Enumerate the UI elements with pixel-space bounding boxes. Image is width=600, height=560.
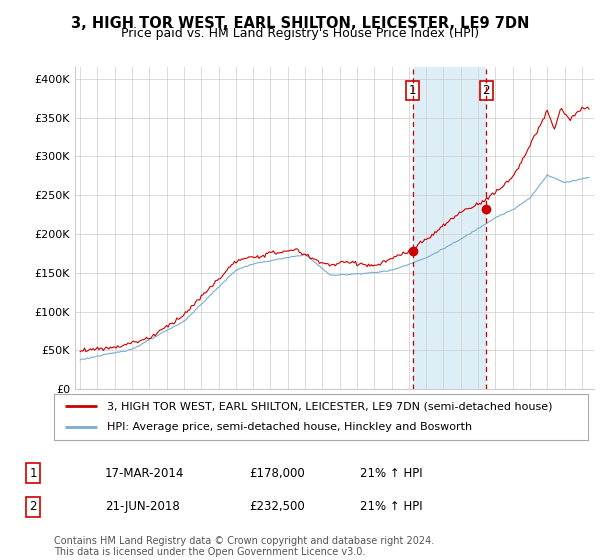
Text: 21% ↑ HPI: 21% ↑ HPI xyxy=(360,466,422,480)
Text: Contains HM Land Registry data © Crown copyright and database right 2024.
This d: Contains HM Land Registry data © Crown c… xyxy=(54,535,434,557)
Text: 17-MAR-2014: 17-MAR-2014 xyxy=(105,466,184,480)
Text: 1: 1 xyxy=(29,466,37,480)
Text: Price paid vs. HM Land Registry's House Price Index (HPI): Price paid vs. HM Land Registry's House … xyxy=(121,27,479,40)
Text: 2: 2 xyxy=(482,84,490,97)
Text: 1: 1 xyxy=(409,84,416,97)
Text: 3, HIGH TOR WEST, EARL SHILTON, LEICESTER, LE9 7DN: 3, HIGH TOR WEST, EARL SHILTON, LEICESTE… xyxy=(71,16,529,31)
Text: 3, HIGH TOR WEST, EARL SHILTON, LEICESTER, LE9 7DN (semi-detached house): 3, HIGH TOR WEST, EARL SHILTON, LEICESTE… xyxy=(107,401,553,411)
Text: £178,000: £178,000 xyxy=(249,466,305,480)
Text: HPI: Average price, semi-detached house, Hinckley and Bosworth: HPI: Average price, semi-detached house,… xyxy=(107,422,473,432)
Text: 21% ↑ HPI: 21% ↑ HPI xyxy=(360,500,422,514)
Text: 21-JUN-2018: 21-JUN-2018 xyxy=(105,500,180,514)
Bar xyxy=(413,67,486,389)
Text: £232,500: £232,500 xyxy=(249,500,305,514)
Text: 2: 2 xyxy=(29,500,37,514)
